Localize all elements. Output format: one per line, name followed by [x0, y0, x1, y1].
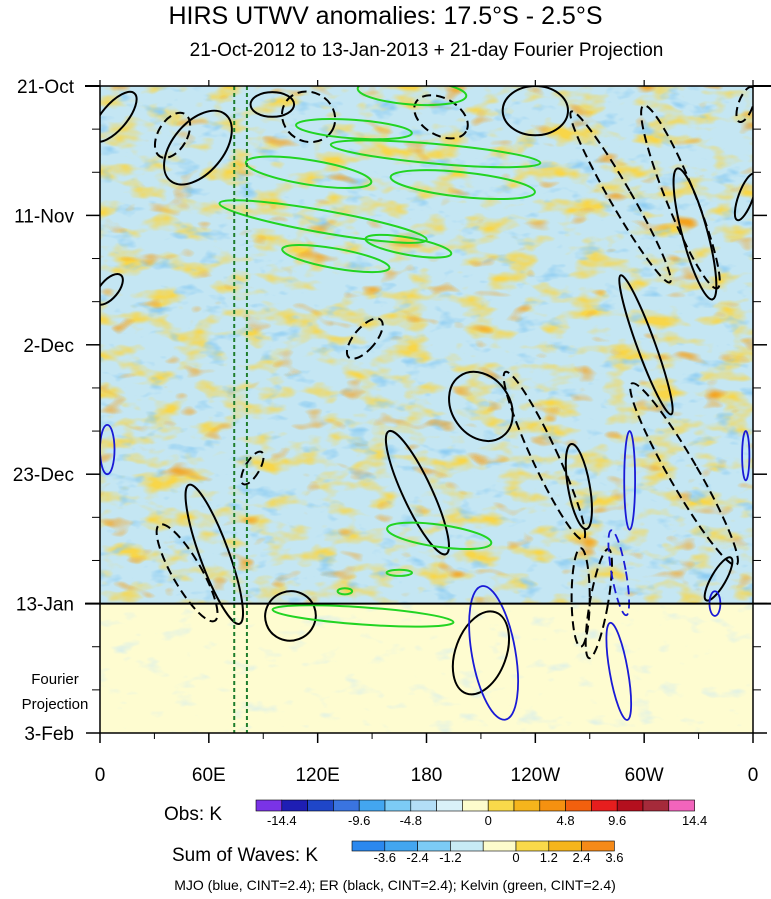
- kelvin-contour: [389, 169, 536, 201]
- er-contour: [264, 590, 317, 642]
- kelvin-contour: [356, 86, 468, 107]
- er-contour: [163, 109, 233, 186]
- obs-colorbar-label: 0: [485, 813, 492, 828]
- y-tick-label: 13-Jan: [16, 595, 74, 616]
- x-tick-label: 0: [748, 765, 759, 786]
- kelvin-contour: [295, 118, 413, 141]
- er-contour: [564, 443, 593, 531]
- er-contour: [672, 167, 718, 301]
- x-tick-label: 0: [95, 765, 106, 786]
- wave-contours: [100, 86, 753, 721]
- obs-colorbar-label: 9.6: [608, 813, 626, 828]
- kelvin-contour: [385, 568, 413, 577]
- kelvin-contour: [271, 604, 455, 628]
- waves-colorbar-label: -2.4: [406, 850, 428, 865]
- waves-colorbar-swatch: [482, 840, 517, 852]
- obs-colorbar-swatch: [281, 799, 308, 812]
- er-contour: [184, 483, 245, 625]
- er-contour: [153, 111, 192, 159]
- waves-colorbar-label: 0: [512, 850, 519, 865]
- obs-colorbar-swatch: [384, 799, 412, 812]
- obs-colorbar-swatch: [255, 799, 283, 812]
- kelvin-contour: [364, 233, 453, 259]
- obs-colorbar-swatch: [358, 799, 386, 812]
- er-contour: [100, 273, 124, 306]
- er-contour: [618, 274, 674, 416]
- obs-colorbar-swatch: [616, 799, 644, 812]
- obs-colorbar-label: -14.4: [267, 813, 297, 828]
- waves-colorbar-label: -3.6: [374, 850, 396, 865]
- kelvin-contour: [244, 155, 373, 189]
- x-tick-label: 180: [411, 765, 443, 786]
- plot-area: [100, 86, 753, 733]
- obs-colorbar-swatch: [565, 799, 592, 812]
- obs-colorbar-swatch: [591, 799, 618, 812]
- y-tick-label: 21-Oct: [17, 77, 75, 98]
- kelvin-contour: [336, 587, 354, 596]
- waves-colorbar-label: -1.2: [439, 850, 461, 865]
- y-tick-label: 2-Dec: [23, 336, 74, 357]
- er-contour: [703, 556, 734, 602]
- obs-colorbar-swatch: [436, 799, 463, 812]
- er-contour: [155, 523, 219, 623]
- kelvin-contour: [386, 521, 493, 551]
- obs-colorbar-swatch: [462, 799, 489, 812]
- x-tick-label: 60E: [192, 765, 226, 786]
- axes: 0 60E 120E 180 120W 60W 0 21-Oct 11-Nov 2-Dec 23-D…: [13, 77, 767, 786]
- er-contour: [345, 317, 384, 360]
- waves-colorbar-title: Sum of Waves: K: [172, 845, 318, 866]
- er-contour: [100, 90, 138, 143]
- waves-colorbar-label: 2.4: [573, 850, 591, 865]
- y-tick-label: 3-Feb: [24, 724, 74, 745]
- obs-colorbar-title: Obs: K: [164, 804, 222, 825]
- obs-colorbar-label: 4.8: [557, 813, 575, 828]
- kelvin-contour: [329, 139, 542, 169]
- waves-colorbar-label: 3.6: [605, 850, 623, 865]
- chart-subtitle: 21-Oct-2012 to 13-Jan-2013 + 21-day Four…: [189, 40, 664, 61]
- y-tick-label: 23-Dec: [13, 465, 74, 486]
- er-contour: [249, 91, 296, 118]
- mjo-contour: [100, 424, 116, 476]
- obs-colorbar-swatch: [539, 799, 566, 812]
- waves-colorbar-swatch: [581, 840, 615, 852]
- er-contour: [569, 110, 672, 284]
- kelvin-contour: [281, 243, 391, 274]
- obs-colorbar-label: -4.8: [400, 813, 422, 828]
- x-tick-label: 60W: [625, 765, 664, 786]
- waves-colorbar: -3.6 -2.4 -1.2 0 1.2 2.4 3.6: [351, 840, 623, 865]
- obs-colorbar-swatch: [410, 799, 437, 812]
- x-tick-label: 120E: [295, 765, 339, 786]
- er-contour: [501, 86, 569, 137]
- mjo-contour: [623, 430, 636, 531]
- chart-title: HIRS UTWV anomalies: 17.5°S - 2.5°S: [168, 2, 603, 30]
- obs-colorbar-label: -9.6: [348, 813, 370, 828]
- obs-colorbar-swatch: [642, 799, 670, 812]
- obs-colorbar-label: 14.4: [682, 813, 707, 828]
- mjo-contour: [605, 621, 633, 721]
- obs-colorbar-swatch: [668, 799, 695, 812]
- er-contour: [451, 610, 510, 696]
- obs-colorbar-swatch: [487, 799, 515, 812]
- er-contour: [570, 547, 591, 648]
- er-contour: [502, 370, 587, 541]
- x-tick-label: 120W: [511, 765, 561, 786]
- er-contour: [629, 382, 739, 567]
- projection-label-line-1: Fourier: [31, 671, 79, 688]
- obs-colorbar-swatch: [333, 799, 360, 812]
- projection-anomaly-field: [100, 603, 753, 733]
- projection-label-line-2: Projection: [22, 696, 89, 713]
- mjo-contour: [468, 585, 519, 721]
- obs-colorbar-swatch: [307, 799, 334, 812]
- er-contour: [384, 429, 450, 556]
- contour-legend-text: MJO (blue, CINT=2.4); ER (black, CINT=2.…: [174, 877, 616, 893]
- obs-colorbar: -14.4 -9.6 -4.8 0 4.8 9.6 14.4: [255, 799, 707, 828]
- mjo-contour: [741, 430, 751, 482]
- obs-colorbar-swatch: [513, 799, 541, 812]
- y-tick-label: 11-Nov: [14, 206, 74, 227]
- waves-colorbar-label: 1.2: [540, 850, 558, 865]
- er-contour: [281, 90, 337, 144]
- kelvin-contour: [218, 199, 428, 244]
